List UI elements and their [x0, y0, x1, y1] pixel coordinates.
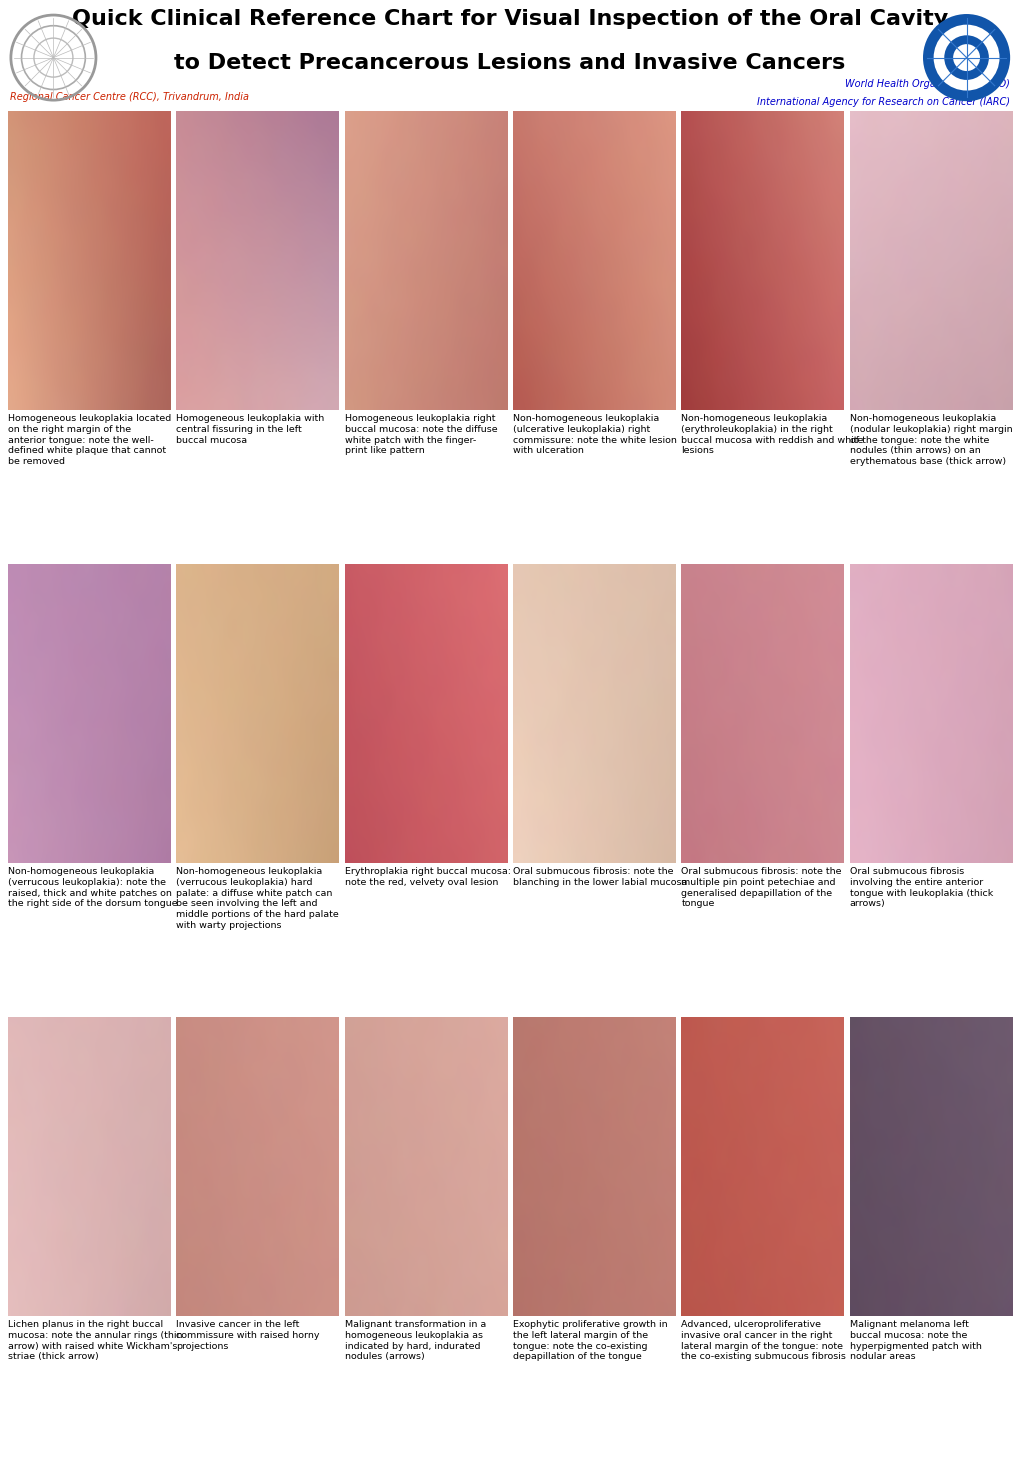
- Text: Homogeneous leukoplakia right
buccal mucosa: note the diffuse
white patch with t: Homogeneous leukoplakia right buccal muc…: [344, 414, 497, 455]
- Text: Regional Cancer Centre (RCC), Trivandrum, India: Regional Cancer Centre (RCC), Trivandrum…: [10, 92, 249, 102]
- Circle shape: [933, 25, 998, 90]
- Text: Invasive cancer in the left
commissure with raised horny
projections: Invasive cancer in the left commissure w…: [176, 1320, 320, 1350]
- Text: World Health Organization (WHO): World Health Organization (WHO): [844, 78, 1009, 89]
- Circle shape: [953, 46, 978, 69]
- Text: Oral submucous fibrosis
involving the entire anterior
tongue with leukoplakia (t: Oral submucous fibrosis involving the en…: [849, 867, 991, 908]
- Text: Erythroplakia right buccal mucosa:
note the red, velvety oval lesion: Erythroplakia right buccal mucosa: note …: [344, 867, 511, 888]
- Text: to Detect Precancerous Lesions and Invasive Cancers: to Detect Precancerous Lesions and Invas…: [174, 53, 845, 74]
- Text: Non-homogeneous leukoplakia
(erythroleukoplakia) in the right
buccal mucosa with: Non-homogeneous leukoplakia (erythroleuk…: [681, 414, 863, 455]
- Circle shape: [945, 37, 986, 78]
- Text: Oral submucous fibrosis: note the
multiple pin point petechiae and
generalised d: Oral submucous fibrosis: note the multip…: [681, 867, 841, 908]
- Text: Non-homogeneous leukoplakia
(nodular leukoplakia) right margin
of the tongue: no: Non-homogeneous leukoplakia (nodular leu…: [849, 414, 1011, 467]
- Text: Exophytic proliferative growth in
the left lateral margin of the
tongue: note th: Exophytic proliferative growth in the le…: [513, 1320, 667, 1362]
- Text: Lichen planus in the right buccal
mucosa: note the annular rings (thin
arrow) wi: Lichen planus in the right buccal mucosa…: [8, 1320, 182, 1362]
- Text: Non-homogeneous leukoplakia
(verrucous leukoplakia): note the
raised, thick and : Non-homogeneous leukoplakia (verrucous l…: [8, 867, 177, 908]
- Text: Malignant melanoma left
buccal mucosa: note the
hyperpigmented patch with
nodula: Malignant melanoma left buccal mucosa: n…: [849, 1320, 980, 1362]
- Circle shape: [923, 15, 1008, 100]
- Text: Homogeneous leukoplakia with
central fissuring in the left
buccal mucosa: Homogeneous leukoplakia with central fis…: [176, 414, 324, 445]
- Text: Non-homogeneous leukoplakia
(ulcerative leukoplakia) right
commissure: note the : Non-homogeneous leukoplakia (ulcerative …: [513, 414, 677, 455]
- Text: Malignant transformation in a
homogeneous leukoplakia as
indicated by hard, indu: Malignant transformation in a homogeneou…: [344, 1320, 485, 1362]
- Text: Advanced, ulceroproliferative
invasive oral cancer in the right
lateral margin o: Advanced, ulceroproliferative invasive o…: [681, 1320, 846, 1362]
- Text: Oral submucous fibrosis: note the
blanching in the lower labial mucosa: Oral submucous fibrosis: note the blanch…: [513, 867, 687, 888]
- Text: Quick Clinical Reference Chart for Visual Inspection of the Oral Cavity: Quick Clinical Reference Chart for Visua…: [71, 9, 948, 30]
- Text: Non-homogeneous leukoplakia
(verrucous leukoplakia) hard
palate: a diffuse white: Non-homogeneous leukoplakia (verrucous l…: [176, 867, 339, 931]
- Text: Homogeneous leukoplakia located
on the right margin of the
anterior tongue: note: Homogeneous leukoplakia located on the r…: [8, 414, 171, 467]
- Text: International Agency for Research on Cancer (IARC): International Agency for Research on Can…: [756, 97, 1009, 108]
